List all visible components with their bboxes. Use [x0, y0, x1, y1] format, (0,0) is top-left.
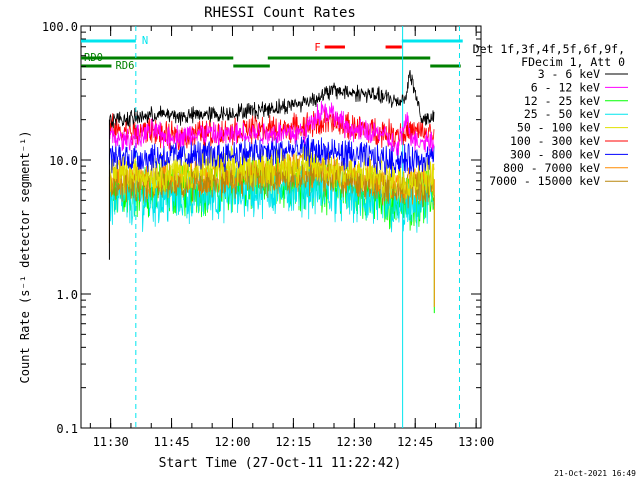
timestamp: 21-Oct-2021 16:49: [554, 469, 636, 478]
series-line: [109, 70, 435, 129]
series-line: [109, 153, 435, 209]
plot-frame: [80, 25, 482, 429]
legend-label: 3 - 6 keV: [538, 67, 600, 81]
series-line: [109, 131, 435, 178]
series-line: [109, 100, 435, 156]
annotation-label: RD6: [115, 60, 134, 72]
chart-title: RHESSI Count Rates: [204, 5, 356, 21]
x-tick-label: 13:00: [458, 435, 494, 449]
legend-label: 300 - 800 keV: [510, 147, 600, 161]
legend-header-line-2: FDecim 1, Att 0: [521, 55, 625, 69]
series-line: [109, 145, 435, 200]
y-axis-label: Count Rate (s⁻¹ detector segment⁻¹): [18, 131, 32, 384]
y-tick-label: 10.0: [49, 154, 78, 168]
x-tick-label: 12:15: [275, 435, 311, 449]
annotation-label: RD0: [84, 52, 103, 64]
legend-label: 50 - 100 keV: [517, 121, 600, 135]
y-tick-label: 1.0: [56, 288, 78, 302]
legend-label: 100 - 300 keV: [510, 134, 600, 148]
annotation-label: N: [142, 35, 148, 47]
x-axis-label: Start Time (27-Oct-11 11:22:42): [159, 456, 402, 471]
legend-header-line-1: Det 1f,3f,4f,5f,6f,9f,: [473, 42, 625, 56]
x-tick-label: 11:45: [153, 435, 189, 449]
x-tick-label: 12:00: [214, 435, 250, 449]
legend-label: 800 - 7000 keV: [503, 161, 600, 175]
y-tick-label: 0.1: [56, 422, 78, 436]
x-tick-label: 12:30: [336, 435, 372, 449]
x-tick-label: 12:45: [397, 435, 433, 449]
y-tick-label: 100.0: [42, 20, 78, 34]
legend-label: 6 - 12 keV: [531, 80, 600, 94]
legend-label: 12 - 25 keV: [524, 94, 600, 108]
annotation-label: F: [314, 42, 320, 54]
legend-label: 25 - 50 keV: [524, 107, 600, 121]
x-tick-label: 11:30: [93, 435, 129, 449]
legend-label: 7000 - 15000 keV: [489, 174, 600, 188]
